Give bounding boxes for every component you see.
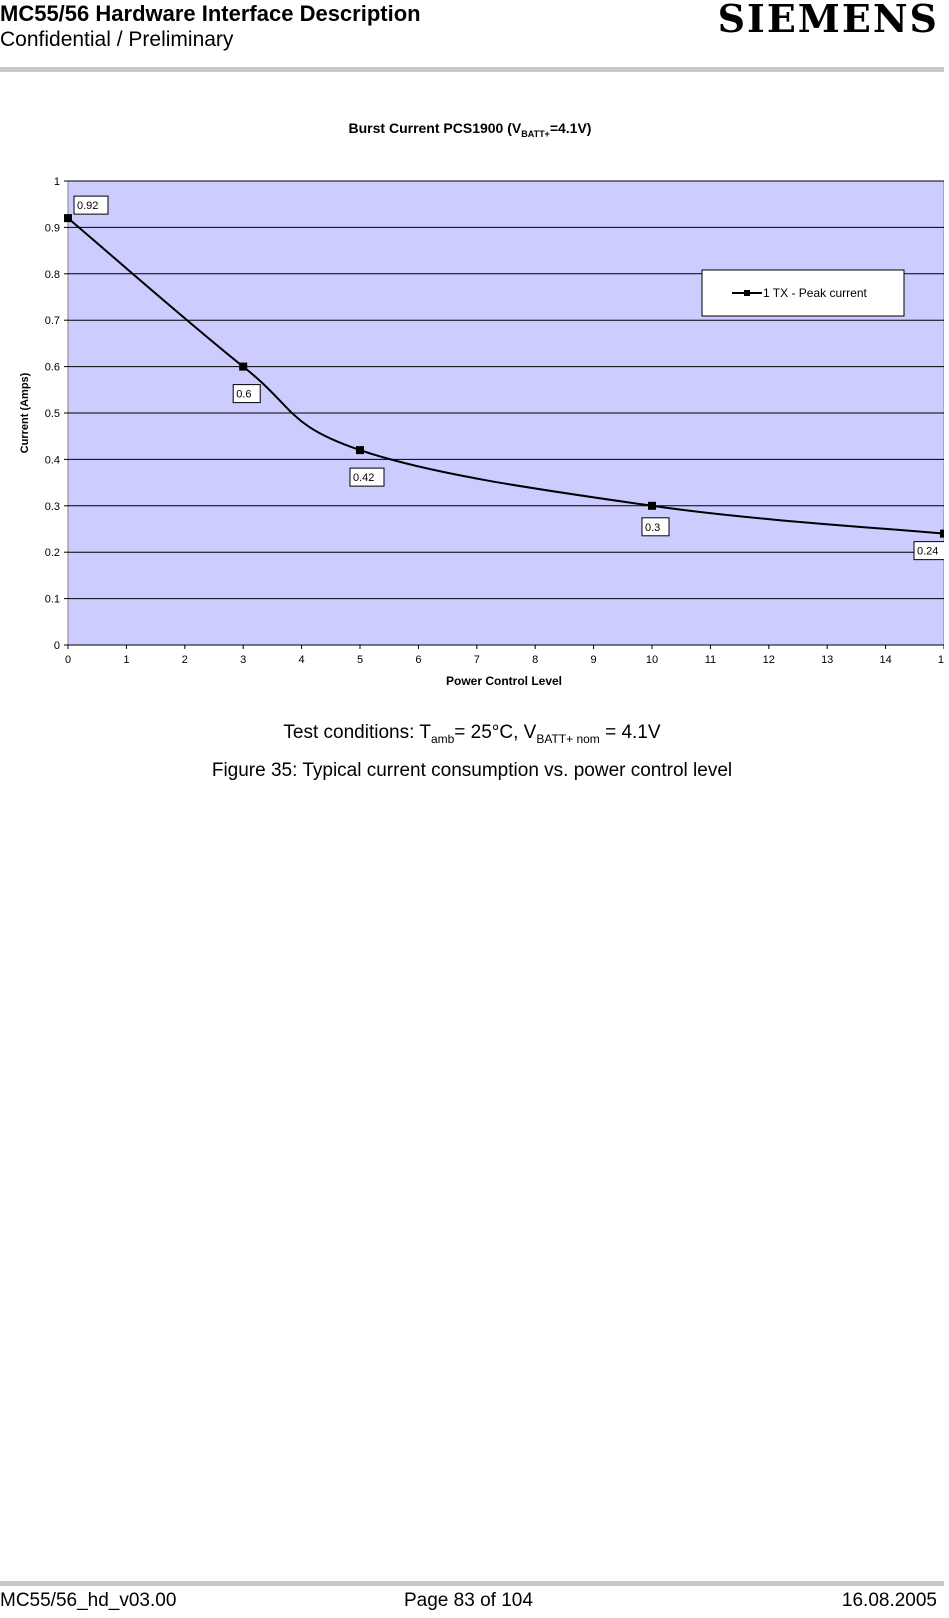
x-tick-label: 11 — [705, 654, 716, 666]
x-axis-label: Power Control Level — [446, 674, 562, 688]
y-tick-label: 0.4 — [45, 454, 60, 466]
series-line-peak-current — [67, 217, 944, 535]
data-label: 0.6 — [232, 384, 261, 404]
data-point-marker — [64, 214, 72, 223]
test-conditions-sub-amb: amb — [430, 731, 455, 746]
data-label-box — [913, 541, 944, 561]
data-label-box — [641, 517, 670, 537]
test-conditions-prefix: Test conditions: T — [283, 722, 431, 743]
y-tick-label: 0.9 — [45, 222, 60, 234]
y-tick-label: 0 — [54, 640, 60, 652]
chart-legend: 1 TX - Peak current — [701, 269, 905, 317]
data-label-text: 0.24 — [917, 546, 938, 558]
x-tick-label: 12 — [763, 654, 775, 666]
footer-divider — [0, 1581, 944, 1586]
y-axis-label: Current (Amps) — [19, 372, 31, 453]
data-point-marker — [356, 446, 364, 455]
y-tick-label: 0.5 — [45, 408, 60, 420]
data-label: 0.92 — [73, 195, 109, 215]
document-title: MC55/56 Hardware Interface Description — [0, 1, 421, 26]
y-tick-label: 0.8 — [45, 269, 60, 281]
footer-page-number: Page 83 of 104 — [404, 1590, 533, 1611]
series-markers — [64, 214, 944, 538]
test-conditions: Test conditions: Tamb= 25°C, VBATT+ nom … — [0, 722, 944, 746]
data-labels: 0.92 0.6 0.42 0.3 0.24 — [73, 195, 944, 561]
x-tick-label: 15 — [938, 654, 944, 666]
footer-doc-id: MC55/56_hd_v03.00 — [0, 1590, 177, 1611]
x-tick-label: 7 — [474, 654, 480, 666]
test-conditions-tail: = 4.1V — [599, 722, 661, 743]
x-tick-label: 10 — [646, 654, 658, 666]
x-tick-label: 4 — [299, 654, 305, 666]
y-tick-label: 0.2 — [45, 547, 60, 559]
header-divider — [0, 67, 944, 72]
chart-title: Burst Current PCS1900 (VBATT+=4.1V) — [349, 120, 592, 139]
x-tick-label: 6 — [415, 654, 421, 666]
test-conditions-sub-batt: BATT+ nom — [536, 731, 600, 746]
data-label-text: 0.6 — [236, 389, 251, 401]
burst-current-chart: Burst Current PCS1900 (VBATT+=4.1V) 0 0.1… — [19, 120, 944, 688]
y-tick-label: 1 — [54, 176, 60, 188]
x-tick-label: 13 — [821, 654, 833, 666]
x-axis-ticks: 0123456789101112131415 — [65, 645, 944, 666]
document-subtitle: Confidential / Preliminary — [0, 28, 234, 51]
x-tick-label: 3 — [240, 654, 246, 666]
legend-marker-swatch — [744, 290, 750, 296]
legend-entry-label: 1 TX - Peak current — [763, 286, 867, 300]
data-label: 0.3 — [641, 517, 670, 537]
figure-caption: Figure 35: Typical current consumption v… — [211, 760, 733, 781]
test-conditions-mid: = 25°C, V — [454, 722, 537, 743]
data-label-box — [73, 195, 109, 215]
x-tick-label: 9 — [591, 654, 597, 666]
y-tick-label: 0.7 — [45, 315, 60, 327]
y-axis-ticks: 0 0.1 0.2 0.3 0.4 0.5 0.6 0.7 0.8 0.9 1 — [45, 176, 68, 652]
siemens-logo: SIEMENS — [717, 0, 939, 41]
y-tick-label: 0.1 — [45, 594, 60, 606]
data-label: 0.24 — [913, 541, 944, 561]
x-tick-label: 5 — [357, 654, 363, 666]
x-tick-label: 14 — [879, 654, 891, 666]
data-label-text: 0.92 — [77, 200, 98, 212]
data-label: 0.42 — [349, 467, 385, 487]
data-label-text: 0.3 — [645, 522, 660, 534]
x-tick-label: 8 — [532, 654, 538, 666]
data-label-box — [349, 467, 385, 487]
x-tick-label: 0 — [65, 654, 71, 666]
x-tick-label: 2 — [182, 654, 188, 666]
data-point-marker — [239, 362, 248, 371]
data-label-text: 0.42 — [353, 472, 374, 484]
y-tick-label: 0.3 — [45, 501, 60, 513]
data-point-marker — [648, 501, 656, 510]
data-label-box — [232, 384, 261, 404]
data-point-marker — [940, 529, 944, 538]
y-tick-label: 0.6 — [45, 362, 60, 374]
grid-lines — [68, 180, 944, 646]
footer-date: 16.08.2005 — [841, 1590, 937, 1611]
x-tick-label: 1 — [123, 654, 129, 666]
